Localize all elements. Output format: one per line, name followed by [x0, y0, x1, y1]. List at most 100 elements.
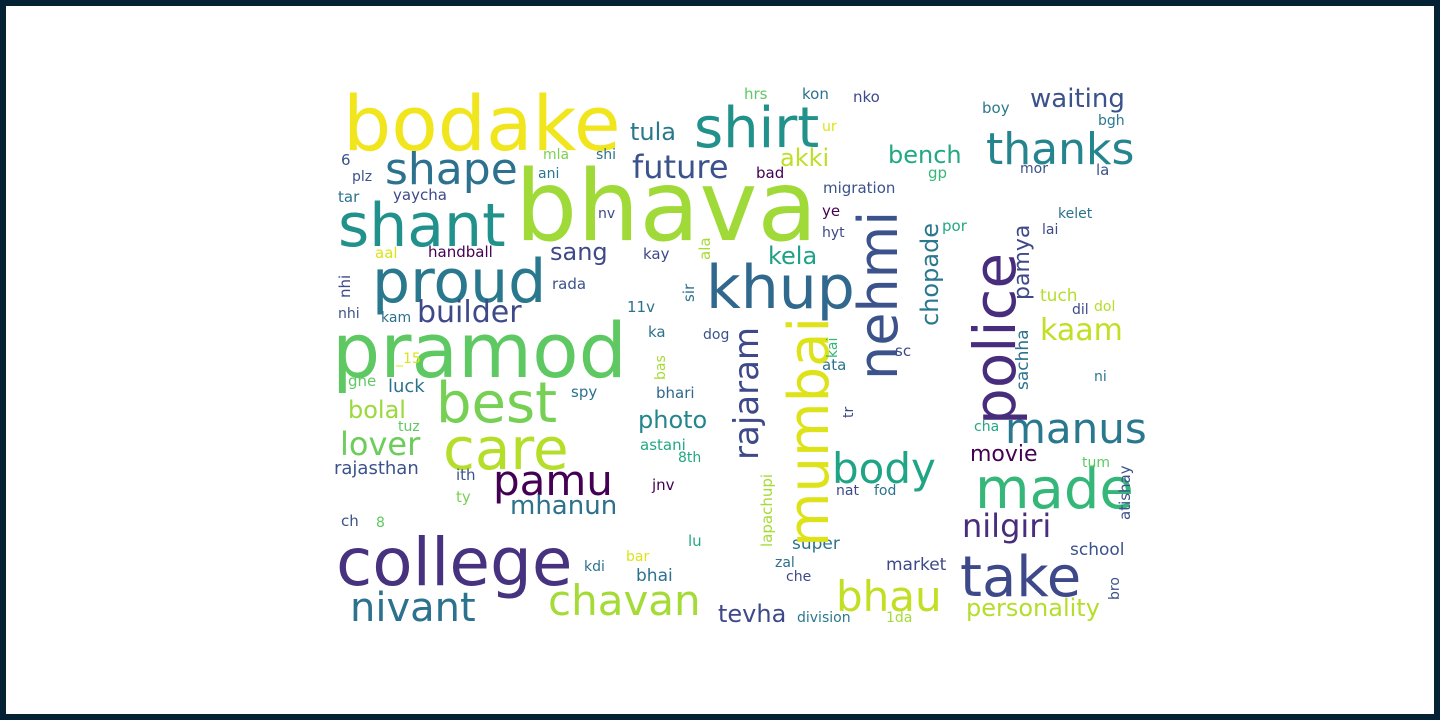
- word-pramod: pramod: [332, 306, 627, 395]
- word-luck: luck: [388, 376, 425, 397]
- word-spy: ghe: [348, 372, 377, 390]
- word-division: division: [797, 610, 851, 626]
- word-mhanun: mhanun: [510, 491, 618, 521]
- word-take: take: [960, 545, 1082, 610]
- word-kela: kela: [768, 242, 818, 270]
- word-bhai: bhai: [636, 566, 673, 586]
- word-la: la: [1096, 161, 1110, 179]
- word-kai: kai: [825, 337, 841, 358]
- word-market: market: [886, 555, 947, 575]
- word-super: super: [792, 534, 840, 554]
- word-made: made: [975, 457, 1134, 522]
- word-nhi: rada: [552, 275, 587, 293]
- word-kdi: kdi: [584, 559, 605, 575]
- word-ye: ye: [822, 202, 841, 220]
- word-por: por: [942, 217, 967, 235]
- word-kaam: kaam: [1040, 313, 1123, 348]
- word-_15: dog: [703, 327, 730, 343]
- word-bad: bad: [756, 164, 785, 182]
- word-jnv: jnv: [652, 476, 675, 494]
- word-shi: shi: [596, 147, 617, 163]
- word-tuch: tuch: [1040, 286, 1078, 306]
- word-pamu: pamu: [493, 456, 613, 505]
- word-photo: photo: [638, 406, 708, 434]
- word-8th: 8th: [678, 450, 702, 466]
- word-ty: ty: [456, 488, 471, 506]
- word-aal: aal: [375, 244, 398, 262]
- word-nat: nat: [836, 483, 859, 499]
- word-tula: tula: [630, 118, 676, 146]
- word-zal: zal: [775, 555, 795, 571]
- word-rajaram: rajaram: [727, 326, 767, 460]
- word-1da: 1da: [886, 610, 913, 626]
- word-che: che: [786, 569, 812, 585]
- word-proud: proud: [372, 247, 547, 317]
- word-kay: kay: [643, 245, 670, 263]
- word-ith: ith: [456, 466, 476, 484]
- word-6: 6: [341, 151, 351, 169]
- word-lai: lai: [1042, 222, 1059, 238]
- word-mor: mor: [1020, 161, 1048, 177]
- word-personality: personality: [966, 594, 1100, 622]
- word-body: body: [832, 444, 936, 493]
- word-dol: dol: [1094, 299, 1116, 315]
- word-gp: gp: [928, 164, 948, 182]
- word-best: best: [436, 371, 558, 436]
- word-chi: bas: [653, 355, 669, 380]
- word-ani: ani: [538, 166, 560, 182]
- word-nehmi: nehmi: [847, 210, 910, 380]
- word-mla: mla: [543, 147, 570, 163]
- word-bro: bro: [1107, 577, 1123, 600]
- word-manus: manus: [1005, 404, 1147, 453]
- word-bhari: bhari: [656, 384, 695, 402]
- word-sang: sang: [550, 238, 608, 266]
- word-hrs: hrs: [744, 85, 768, 103]
- word-bar: bar: [626, 549, 650, 565]
- word-ala: ala: [696, 237, 714, 260]
- word-pamya: pamya: [1010, 224, 1035, 300]
- word-yaycha: yaycha: [393, 186, 447, 204]
- word-ka: 11v: [627, 298, 655, 316]
- word-tevha: tevha: [718, 600, 787, 628]
- word-chopade: chopade: [916, 222, 944, 326]
- word-lapachupi: lapachupi: [758, 473, 776, 547]
- word-akki: akki: [780, 144, 830, 172]
- word-bhava: bhava: [515, 150, 818, 264]
- word-atishay: atishay: [1116, 465, 1134, 520]
- word-shirt: shirt: [694, 96, 820, 161]
- word-care: care: [443, 415, 569, 483]
- word-chavan: chavan: [548, 576, 701, 625]
- word-lover: lover: [340, 425, 421, 463]
- word-nilgiri: nilgiri: [962, 507, 1052, 545]
- word-ghe: _15: [396, 351, 421, 367]
- word-handball: handball: [428, 243, 493, 261]
- word-kam: nhi: [338, 306, 360, 322]
- word-kelet: kelet: [1058, 206, 1093, 222]
- word-lu: lu: [688, 532, 702, 550]
- word-sachha: sachha: [1013, 329, 1033, 390]
- word-ch: ch: [341, 512, 359, 530]
- word-dog: ka: [648, 323, 666, 341]
- word-nko: nko: [853, 88, 880, 106]
- word-bhau: bhau: [836, 572, 942, 621]
- word-school: school: [1070, 540, 1125, 560]
- word-future: future: [632, 148, 729, 186]
- word-bas: tuz: [398, 419, 420, 435]
- word-cha: cha: [974, 419, 1000, 435]
- word-shape: shape: [385, 144, 518, 195]
- word-shant: shant: [338, 191, 506, 261]
- word-khup: khup: [706, 253, 855, 323]
- word-tuz: spy: [571, 383, 598, 401]
- word-college: college: [336, 524, 573, 601]
- word-plz: plz: [352, 169, 373, 185]
- word-movie: movie: [970, 442, 1038, 467]
- word-ur: ur: [822, 119, 837, 135]
- word-tum: tum: [1082, 455, 1110, 471]
- word-rajasthan: rajasthan: [334, 458, 419, 479]
- word-bgh: bgh: [1098, 113, 1125, 129]
- word-astani: astani: [640, 436, 686, 454]
- word-bench: bench: [888, 141, 962, 169]
- word-kon: kon: [802, 85, 829, 103]
- word-nivant: nivant: [350, 585, 476, 631]
